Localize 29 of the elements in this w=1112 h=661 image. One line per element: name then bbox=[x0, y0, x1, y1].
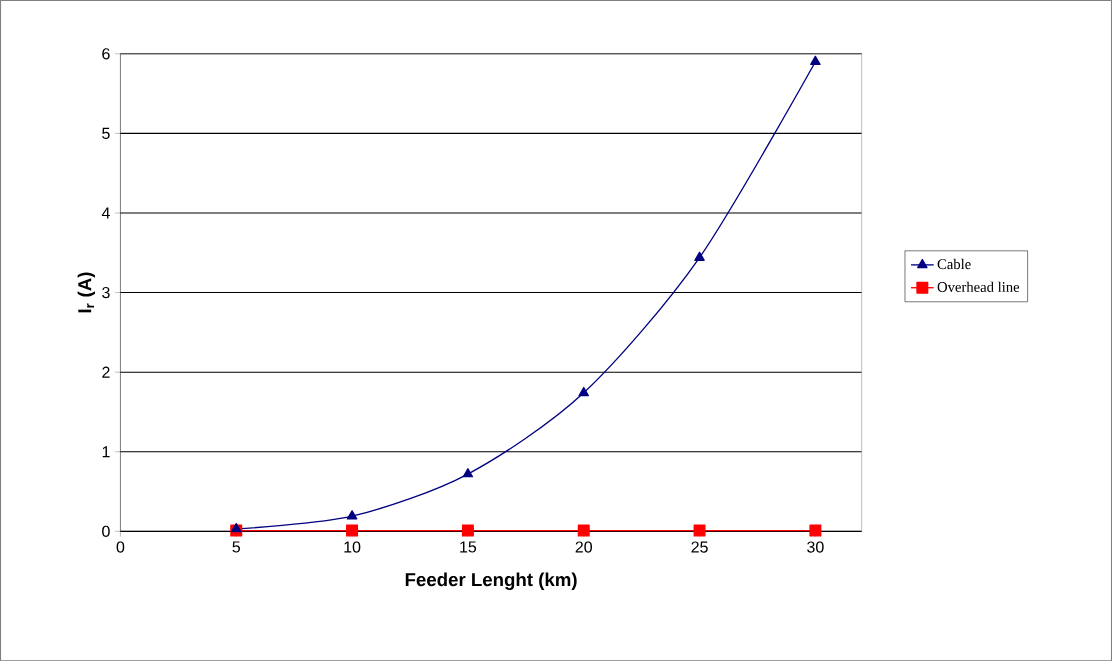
legend-label: Cable bbox=[937, 258, 971, 269]
x-tick-label: 0 bbox=[116, 541, 125, 553]
x-tick-label: 30 bbox=[807, 541, 824, 553]
point bbox=[809, 524, 822, 537]
y-tick-label: 5 bbox=[102, 127, 110, 139]
x-tick-label: 25 bbox=[691, 541, 708, 553]
x-tick-label: 5 bbox=[232, 541, 241, 553]
point bbox=[578, 386, 590, 396]
y-tick-label: 3 bbox=[102, 286, 110, 299]
x-tick-label: 20 bbox=[575, 541, 592, 553]
point bbox=[810, 55, 821, 65]
point bbox=[461, 524, 474, 537]
point bbox=[346, 524, 359, 537]
y-tick-label: 2 bbox=[102, 366, 110, 378]
point bbox=[577, 524, 590, 537]
x-tick-label: 10 bbox=[344, 541, 361, 553]
y-tick-label: 0 bbox=[102, 525, 110, 537]
y-tick-label: 1 bbox=[102, 446, 110, 458]
point bbox=[462, 467, 474, 478]
x-tick-label: 15 bbox=[460, 541, 477, 553]
point bbox=[693, 524, 706, 537]
x-axis-title: Feeder Lenght (km) bbox=[405, 572, 577, 590]
legend-label: Overhead line bbox=[937, 281, 1020, 292]
point bbox=[694, 251, 705, 261]
point bbox=[230, 522, 242, 533]
point bbox=[346, 510, 358, 520]
y-axis-title: I$_{r}$ (A) bbox=[77, 272, 96, 313]
y-tick-label: 4 bbox=[101, 207, 110, 219]
y-tick-label: 6 bbox=[102, 47, 110, 60]
